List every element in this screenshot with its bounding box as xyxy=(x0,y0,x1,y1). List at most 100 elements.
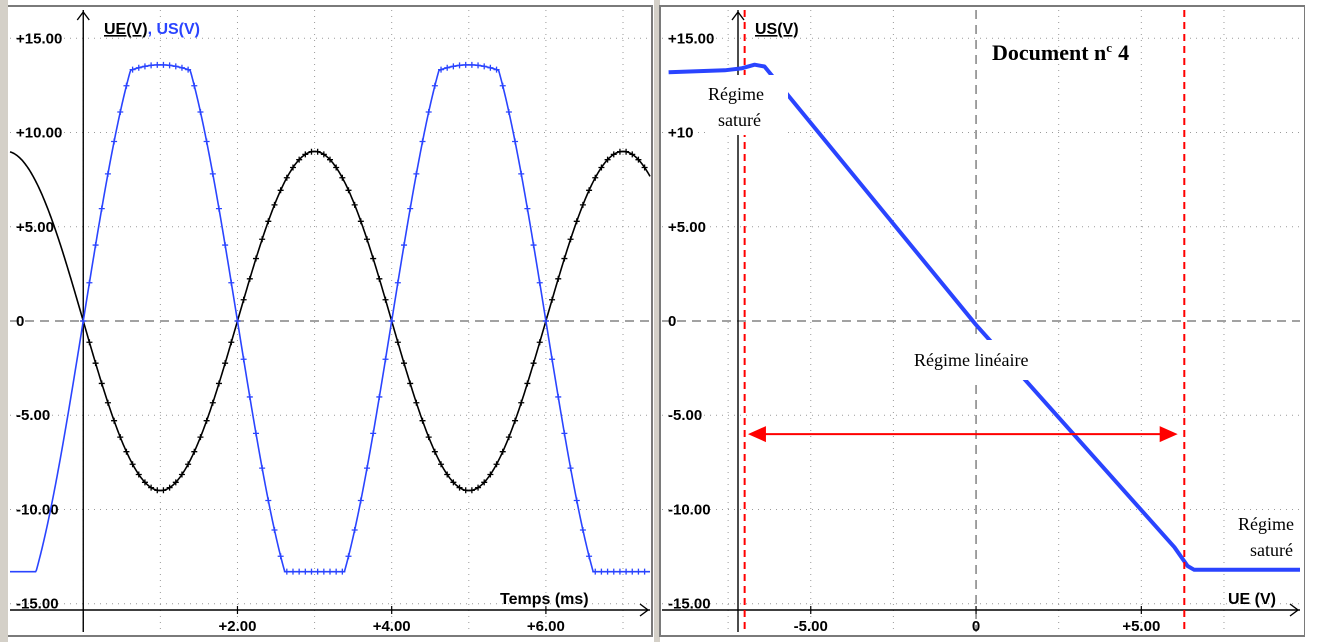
ue-series-marker xyxy=(302,151,309,158)
ue-series-marker xyxy=(579,201,586,208)
right-axes xyxy=(662,10,1300,632)
us-series-marker xyxy=(117,108,124,115)
us-vs-ue-line xyxy=(668,62,1300,572)
ue-series-marker xyxy=(178,471,185,478)
us-series-marker xyxy=(487,64,494,71)
ue-series-marker xyxy=(98,380,105,387)
us-series-marker xyxy=(265,497,272,504)
ue-series-marker xyxy=(320,151,327,158)
ue-series-marker xyxy=(401,360,408,367)
ue-series-marker xyxy=(197,434,204,441)
ue-series-marker xyxy=(160,487,167,494)
ue-series-marker xyxy=(271,201,278,208)
ue-series-marker xyxy=(604,156,611,163)
us-series-marker xyxy=(302,568,309,575)
us-series-marker xyxy=(462,61,469,68)
us-series-marker xyxy=(592,568,599,575)
right-y-tick-labels: +15.00 +10 +5.00 0 -5.00 -10.00 -15.00 xyxy=(668,30,714,612)
us-series-marker xyxy=(345,553,352,560)
right-x-tick-2: +5.00 xyxy=(1122,618,1160,635)
ue-series-marker xyxy=(141,479,148,486)
us-series-marker xyxy=(135,64,142,71)
ue-series-marker xyxy=(512,417,519,424)
ue-series-marker xyxy=(629,151,636,158)
left-y-tick-3: 0 xyxy=(16,313,24,330)
us-series-marker xyxy=(160,61,167,68)
ue-series-marker xyxy=(450,479,457,486)
us-series-marker xyxy=(623,568,630,575)
us-series-marker xyxy=(351,527,358,534)
us-series-marker xyxy=(505,108,512,115)
panel-divider xyxy=(654,0,660,642)
left-y-tick-6: -15.00 xyxy=(16,596,59,613)
us-series-marker xyxy=(327,568,333,575)
ue-series-marker xyxy=(592,174,599,181)
right-grid xyxy=(662,10,1300,632)
us-series-marker xyxy=(573,497,580,504)
left-y-axis-label: UE(V), US(V) xyxy=(104,21,200,38)
ue-series-marker xyxy=(370,255,377,262)
ue-series-marker xyxy=(215,380,222,387)
annotation-saturated-right-2: saturé xyxy=(1250,540,1293,560)
ue-series-marker xyxy=(487,471,494,478)
ue-series-marker xyxy=(135,471,142,478)
us-series-marker xyxy=(536,279,543,286)
us-series-marker xyxy=(567,465,574,472)
us-series-marker xyxy=(166,62,173,69)
ue-series-marker xyxy=(308,148,315,155)
us-series-marker xyxy=(524,205,531,212)
ue-series-marker xyxy=(468,487,475,494)
ue-series-marker xyxy=(518,399,525,406)
annotation-saturated-left-1: Régime xyxy=(708,84,764,104)
annotation-linear: Régime linéaire xyxy=(914,350,1028,370)
left-series xyxy=(9,61,651,575)
us-series-marker xyxy=(314,568,321,575)
ue-series-marker xyxy=(425,434,432,441)
ue-series-marker xyxy=(296,156,303,163)
left-x-tick-0: +2.00 xyxy=(218,618,256,635)
us-series-marker xyxy=(364,465,371,472)
document-title-sup: c xyxy=(1106,40,1112,55)
left-y-tick-2: +5.00 xyxy=(16,219,54,236)
us-series-marker xyxy=(438,66,445,73)
annotation-saturated-left-2: saturé xyxy=(718,110,761,130)
us-series-marker xyxy=(468,61,475,68)
us-series-marker xyxy=(209,170,216,177)
linear-range-arrow-left-head xyxy=(747,426,766,443)
ue-series-marker xyxy=(111,417,118,424)
us-series-marker xyxy=(419,138,426,145)
ue-series-marker xyxy=(586,187,593,194)
ue-series-marker xyxy=(475,484,482,491)
right-y-axis-label: US(V) xyxy=(755,21,799,38)
us-series-marker xyxy=(431,82,438,89)
ue-series-marker xyxy=(407,380,414,387)
us-series-marker xyxy=(616,568,623,575)
ue-series-marker xyxy=(148,484,155,491)
us-series-marker xyxy=(407,205,414,212)
ue-series-marker xyxy=(209,399,216,406)
us-series-marker xyxy=(141,63,148,70)
ue-series-marker xyxy=(616,148,623,155)
left-x-tick-labels: +2.00 +4.00 +6.00 xyxy=(218,618,564,635)
ue-series-marker xyxy=(259,236,266,243)
document-title-text: Document n xyxy=(992,40,1106,65)
ue-series-marker xyxy=(277,187,284,194)
ue-series-marker xyxy=(129,461,136,468)
left-y-axis-arrow xyxy=(76,10,90,21)
ue-series-marker xyxy=(265,218,272,225)
ue-series-marker xyxy=(382,296,389,303)
left-y-tick-labels: +15.00 +10.00 +5.00 0 -5.00 -10.00 -15.00 xyxy=(16,30,62,612)
us-series-marker xyxy=(450,63,457,70)
right-y-tick-2: +5.00 xyxy=(668,219,706,236)
right-x-tick-labels: -5.00 0 +5.00 xyxy=(794,618,1161,635)
ue-series-marker xyxy=(351,201,358,208)
us-series-marker xyxy=(86,279,93,286)
us-series-marker xyxy=(629,568,636,575)
ue-series-marker xyxy=(444,471,451,478)
us-label: US(V) xyxy=(156,21,200,38)
right-y-tick-3: 0 xyxy=(668,313,676,330)
left-x-axis-label: Temps (ms) xyxy=(500,591,589,608)
left-y-tick-4: -5.00 xyxy=(16,407,50,424)
ue-series-marker xyxy=(333,164,340,171)
us-series-marker xyxy=(320,568,327,575)
